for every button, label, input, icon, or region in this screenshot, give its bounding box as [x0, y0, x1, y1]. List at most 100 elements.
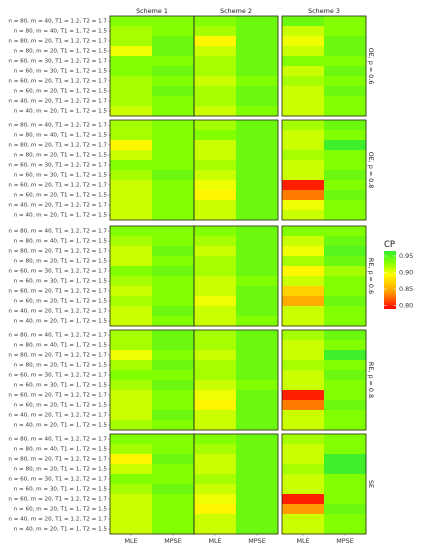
column-facet-label: Scheme 1	[136, 7, 168, 15]
heatmap-cell	[282, 140, 325, 151]
heatmap-cell	[282, 46, 325, 57]
heatmap-cell	[152, 316, 195, 327]
heatmap-cell	[110, 16, 153, 27]
heatmap-cell	[324, 180, 367, 191]
heatmap-cell	[282, 96, 325, 107]
heatmap-cell	[110, 400, 153, 411]
legend-tick-label: 0.95	[399, 252, 413, 260]
x-tick-label: MPSE	[336, 537, 353, 545]
heatmap-cell	[282, 180, 325, 191]
heatmap-cell	[110, 86, 153, 97]
heatmap-cell	[282, 514, 325, 525]
heatmap-cell	[324, 524, 367, 535]
heatmap-cell	[236, 266, 279, 277]
heatmap-cell	[194, 400, 237, 411]
heatmap-cell	[110, 494, 153, 505]
heatmap-cell	[236, 256, 279, 267]
panel-border	[193, 433, 279, 535]
heatmap-cell	[236, 400, 279, 411]
heatmap-cell	[282, 306, 325, 317]
heatmap-cell	[324, 236, 367, 247]
heatmap-cell	[282, 246, 325, 257]
panel-border	[281, 225, 367, 327]
heatmap-cell	[194, 296, 237, 307]
heatmap-cell	[236, 46, 279, 57]
heatmap-cell	[110, 454, 153, 465]
heatmap-cell	[282, 170, 325, 181]
heatmap-cell	[110, 514, 153, 525]
heatmap-cell	[236, 420, 279, 431]
heatmap-cell	[324, 120, 367, 131]
heatmap-cell	[152, 190, 195, 201]
y-tick-label: n = 80, m = 20, T1 = 1.2, T2 = 1.7	[8, 39, 107, 45]
heatmap-cell	[324, 246, 367, 257]
heatmap-cell	[194, 226, 237, 237]
heatmap-cell	[236, 96, 279, 107]
heatmap-cell	[324, 350, 367, 361]
heatmap-cell	[324, 106, 367, 117]
heatmap-cell	[152, 410, 195, 421]
heatmap-cell	[282, 494, 325, 505]
heatmap-cell	[152, 200, 195, 211]
y-tick-label: n = 60, m = 20, T1 = 1.2, T2 = 1.7	[8, 183, 107, 189]
heatmap-cell	[236, 444, 279, 455]
heatmap-cell	[236, 504, 279, 515]
y-tick-label: n = 80, m = 40, T1 = 1.2, T2 = 1.7	[8, 19, 107, 25]
heatmap-cell	[152, 130, 195, 141]
heatmap-cell	[282, 474, 325, 485]
heatmap-cell	[194, 474, 237, 485]
heatmap-cell	[282, 400, 325, 411]
heatmap-cell	[152, 494, 195, 505]
heatmap-cell	[152, 390, 195, 401]
heatmap-cell	[110, 26, 153, 37]
column-strip	[194, 5, 278, 15]
y-tick-label: n = 40, m = 20, T1 = 1.2, T2 = 1.7	[8, 413, 107, 419]
x-tick-label: MPSE	[248, 537, 265, 545]
heatmap-cell	[110, 66, 153, 77]
heatmap-cell	[324, 200, 367, 211]
heatmap-cell	[152, 474, 195, 485]
heatmap-cell	[152, 286, 195, 297]
heatmap-cell	[236, 410, 279, 421]
heatmap-cell	[110, 484, 153, 495]
y-tick-label: n = 60, m = 20, T1 = 1.2, T2 = 1.7	[8, 289, 107, 295]
heatmap-cell	[324, 410, 367, 421]
heatmap-cell	[236, 296, 279, 307]
heatmap-cell	[152, 276, 195, 287]
heatmap-cell	[110, 410, 153, 421]
heatmap-cell	[194, 76, 237, 87]
heatmap-cell	[152, 340, 195, 351]
heatmap-cell	[282, 454, 325, 465]
heatmap-cell	[236, 226, 279, 237]
heatmap-cell	[236, 16, 279, 27]
legend: CP 0.95 0.90 0.85 0.80	[384, 240, 413, 310]
y-tick-label: n = 80, m = 40, T1 = 1.2, T2 = 1.7	[8, 229, 107, 235]
heatmap-cell	[236, 370, 279, 381]
row-strip	[366, 16, 376, 116]
heatmap-cell	[282, 130, 325, 141]
heatmap-cell	[282, 26, 325, 37]
y-tick-label: n = 60, m = 30, T1 = 1, T2 = 1.5	[14, 173, 108, 179]
panel-frames	[109, 15, 367, 535]
heatmap-cell	[282, 256, 325, 267]
heatmap-cell	[324, 504, 367, 515]
heatmap-cell	[324, 494, 367, 505]
heatmap-cell	[282, 160, 325, 171]
heatmap-cell	[110, 106, 153, 117]
panel-border	[281, 119, 367, 221]
heatmap-cell	[282, 200, 325, 211]
y-tick-label: n = 80, m = 20, T1 = 1.2, T2 = 1.7	[8, 143, 107, 149]
heatmap-cell	[236, 316, 279, 327]
heatmap-cell	[152, 444, 195, 455]
heatmap-cell	[110, 150, 153, 161]
heatmap-cell	[194, 380, 237, 391]
heatmap-cell	[152, 76, 195, 87]
y-tick-label: n = 80, m = 40, T1 = 1, T2 = 1.5	[14, 239, 108, 245]
heatmap-cell	[194, 276, 237, 287]
heatmap-cell	[324, 390, 367, 401]
heatmap-cell	[152, 226, 195, 237]
heatmap-cell	[282, 444, 325, 455]
heatmap-cell	[110, 360, 153, 371]
heatmap-cell	[324, 420, 367, 431]
